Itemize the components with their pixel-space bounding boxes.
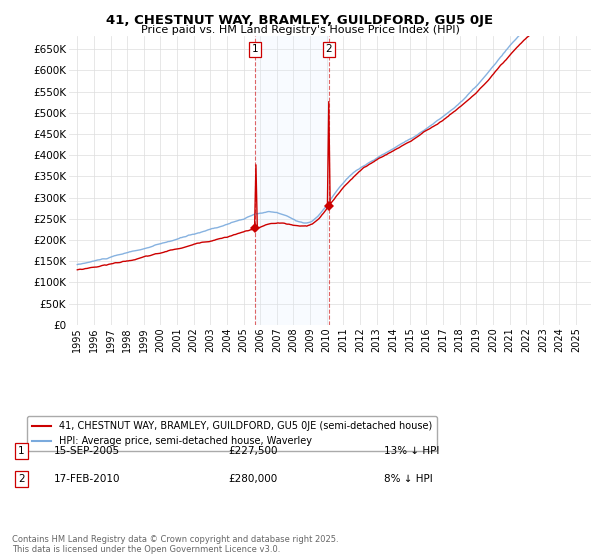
Text: £227,500: £227,500 [228, 446, 277, 456]
Text: £280,000: £280,000 [228, 474, 277, 484]
Text: 2: 2 [325, 44, 332, 54]
Text: 2: 2 [18, 474, 25, 484]
Text: 1: 1 [18, 446, 25, 456]
Bar [256, 36, 329, 325]
Legend: 41, CHESTNUT WAY, BRAMLEY, GUILDFORD, GU5 0JE (semi-detached house), HPI: Averag: 41, CHESTNUT WAY, BRAMLEY, GUILDFORD, GU… [27, 416, 437, 451]
Text: 13% ↓ HPI: 13% ↓ HPI [384, 446, 439, 456]
Text: 15-SEP-2005: 15-SEP-2005 [54, 446, 120, 456]
Text: 17-FEB-2010: 17-FEB-2010 [54, 474, 121, 484]
Text: 1: 1 [252, 44, 259, 54]
Text: 8% ↓ HPI: 8% ↓ HPI [384, 474, 433, 484]
Text: Contains HM Land Registry data © Crown copyright and database right 2025.
This d: Contains HM Land Registry data © Crown c… [12, 535, 338, 554]
Text: Price paid vs. HM Land Registry's House Price Index (HPI): Price paid vs. HM Land Registry's House … [140, 25, 460, 35]
Text: 41, CHESTNUT WAY, BRAMLEY, GUILDFORD, GU5 0JE: 41, CHESTNUT WAY, BRAMLEY, GUILDFORD, GU… [106, 14, 494, 27]
